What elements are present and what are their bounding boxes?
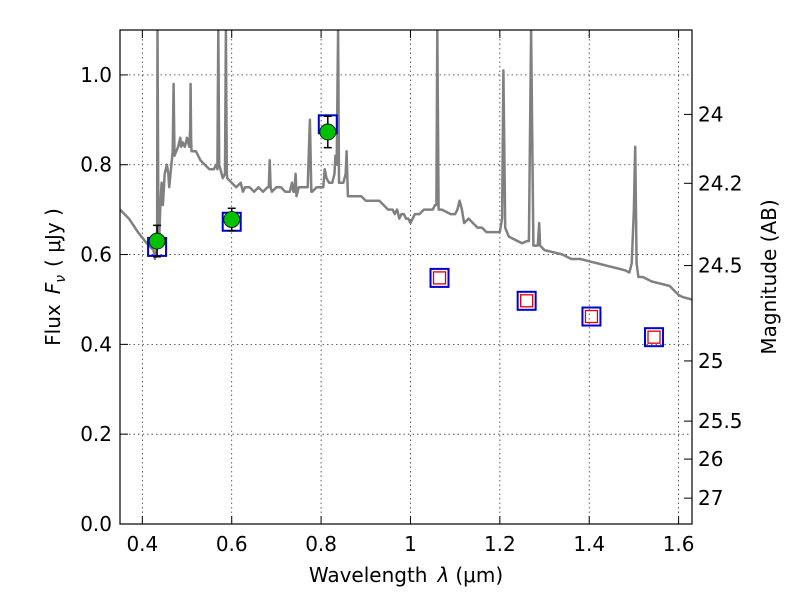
y-tick-label: 0.8 [80,153,112,177]
x-tick-label: 1.2 [484,532,516,556]
y-tick-label: 0.0 [80,512,112,536]
x-axis-label: Wavelength λ (μm) [309,563,503,587]
series-layer [120,30,692,348]
upper-limit-marker [432,271,447,285]
y-tick-label: 0.6 [80,243,112,267]
spectrum-line [120,30,692,301]
x-tick-label: 0.8 [305,532,337,556]
observed-point [148,232,166,250]
x-tick-label: 1.4 [573,532,605,556]
grid-lines [120,30,692,525]
plot-frame [119,29,693,525]
y2-tick-label: 24 [698,102,723,126]
y2-tick-label: 27 [698,486,723,510]
observed-point [319,123,337,141]
y2-tick-label: 24.2 [698,171,743,195]
upper-limit-marker [520,294,534,308]
upper-limit-marker [647,330,661,344]
x-tick-label: 1 [404,532,417,556]
y2-axis-label: Magnitude (AB) [757,199,781,354]
y2-tick-label: 25 [698,349,723,373]
y-tick-label: 0.4 [80,332,112,356]
model-photometry-marker [516,290,537,311]
upper-limit-marker [584,309,599,324]
model-photometry-marker [581,306,602,327]
x-tick-label: 1.6 [663,532,695,556]
ticks: 0.4 0.6 0.8 1 1.2 1.4 1.6 0.0 0.2 0.4 0.6 0.8 1.0 24 2… [80,30,743,556]
y2-tick-label: 25.5 [698,409,743,433]
y2-tick-label: 26 [698,447,723,471]
y2-tick-label: 24.5 [698,254,743,278]
model-photometry-marker [644,327,665,348]
y-tick-label: 1.0 [80,63,112,87]
x-tick-label: 0.4 [126,532,158,556]
y-tick-label: 0.2 [80,422,112,446]
observed-point [223,211,241,228]
model-photometry-marker [429,267,450,288]
x-tick-label: 0.6 [216,532,248,556]
y-axis-label: FluxFν( μJy ) [41,208,69,346]
